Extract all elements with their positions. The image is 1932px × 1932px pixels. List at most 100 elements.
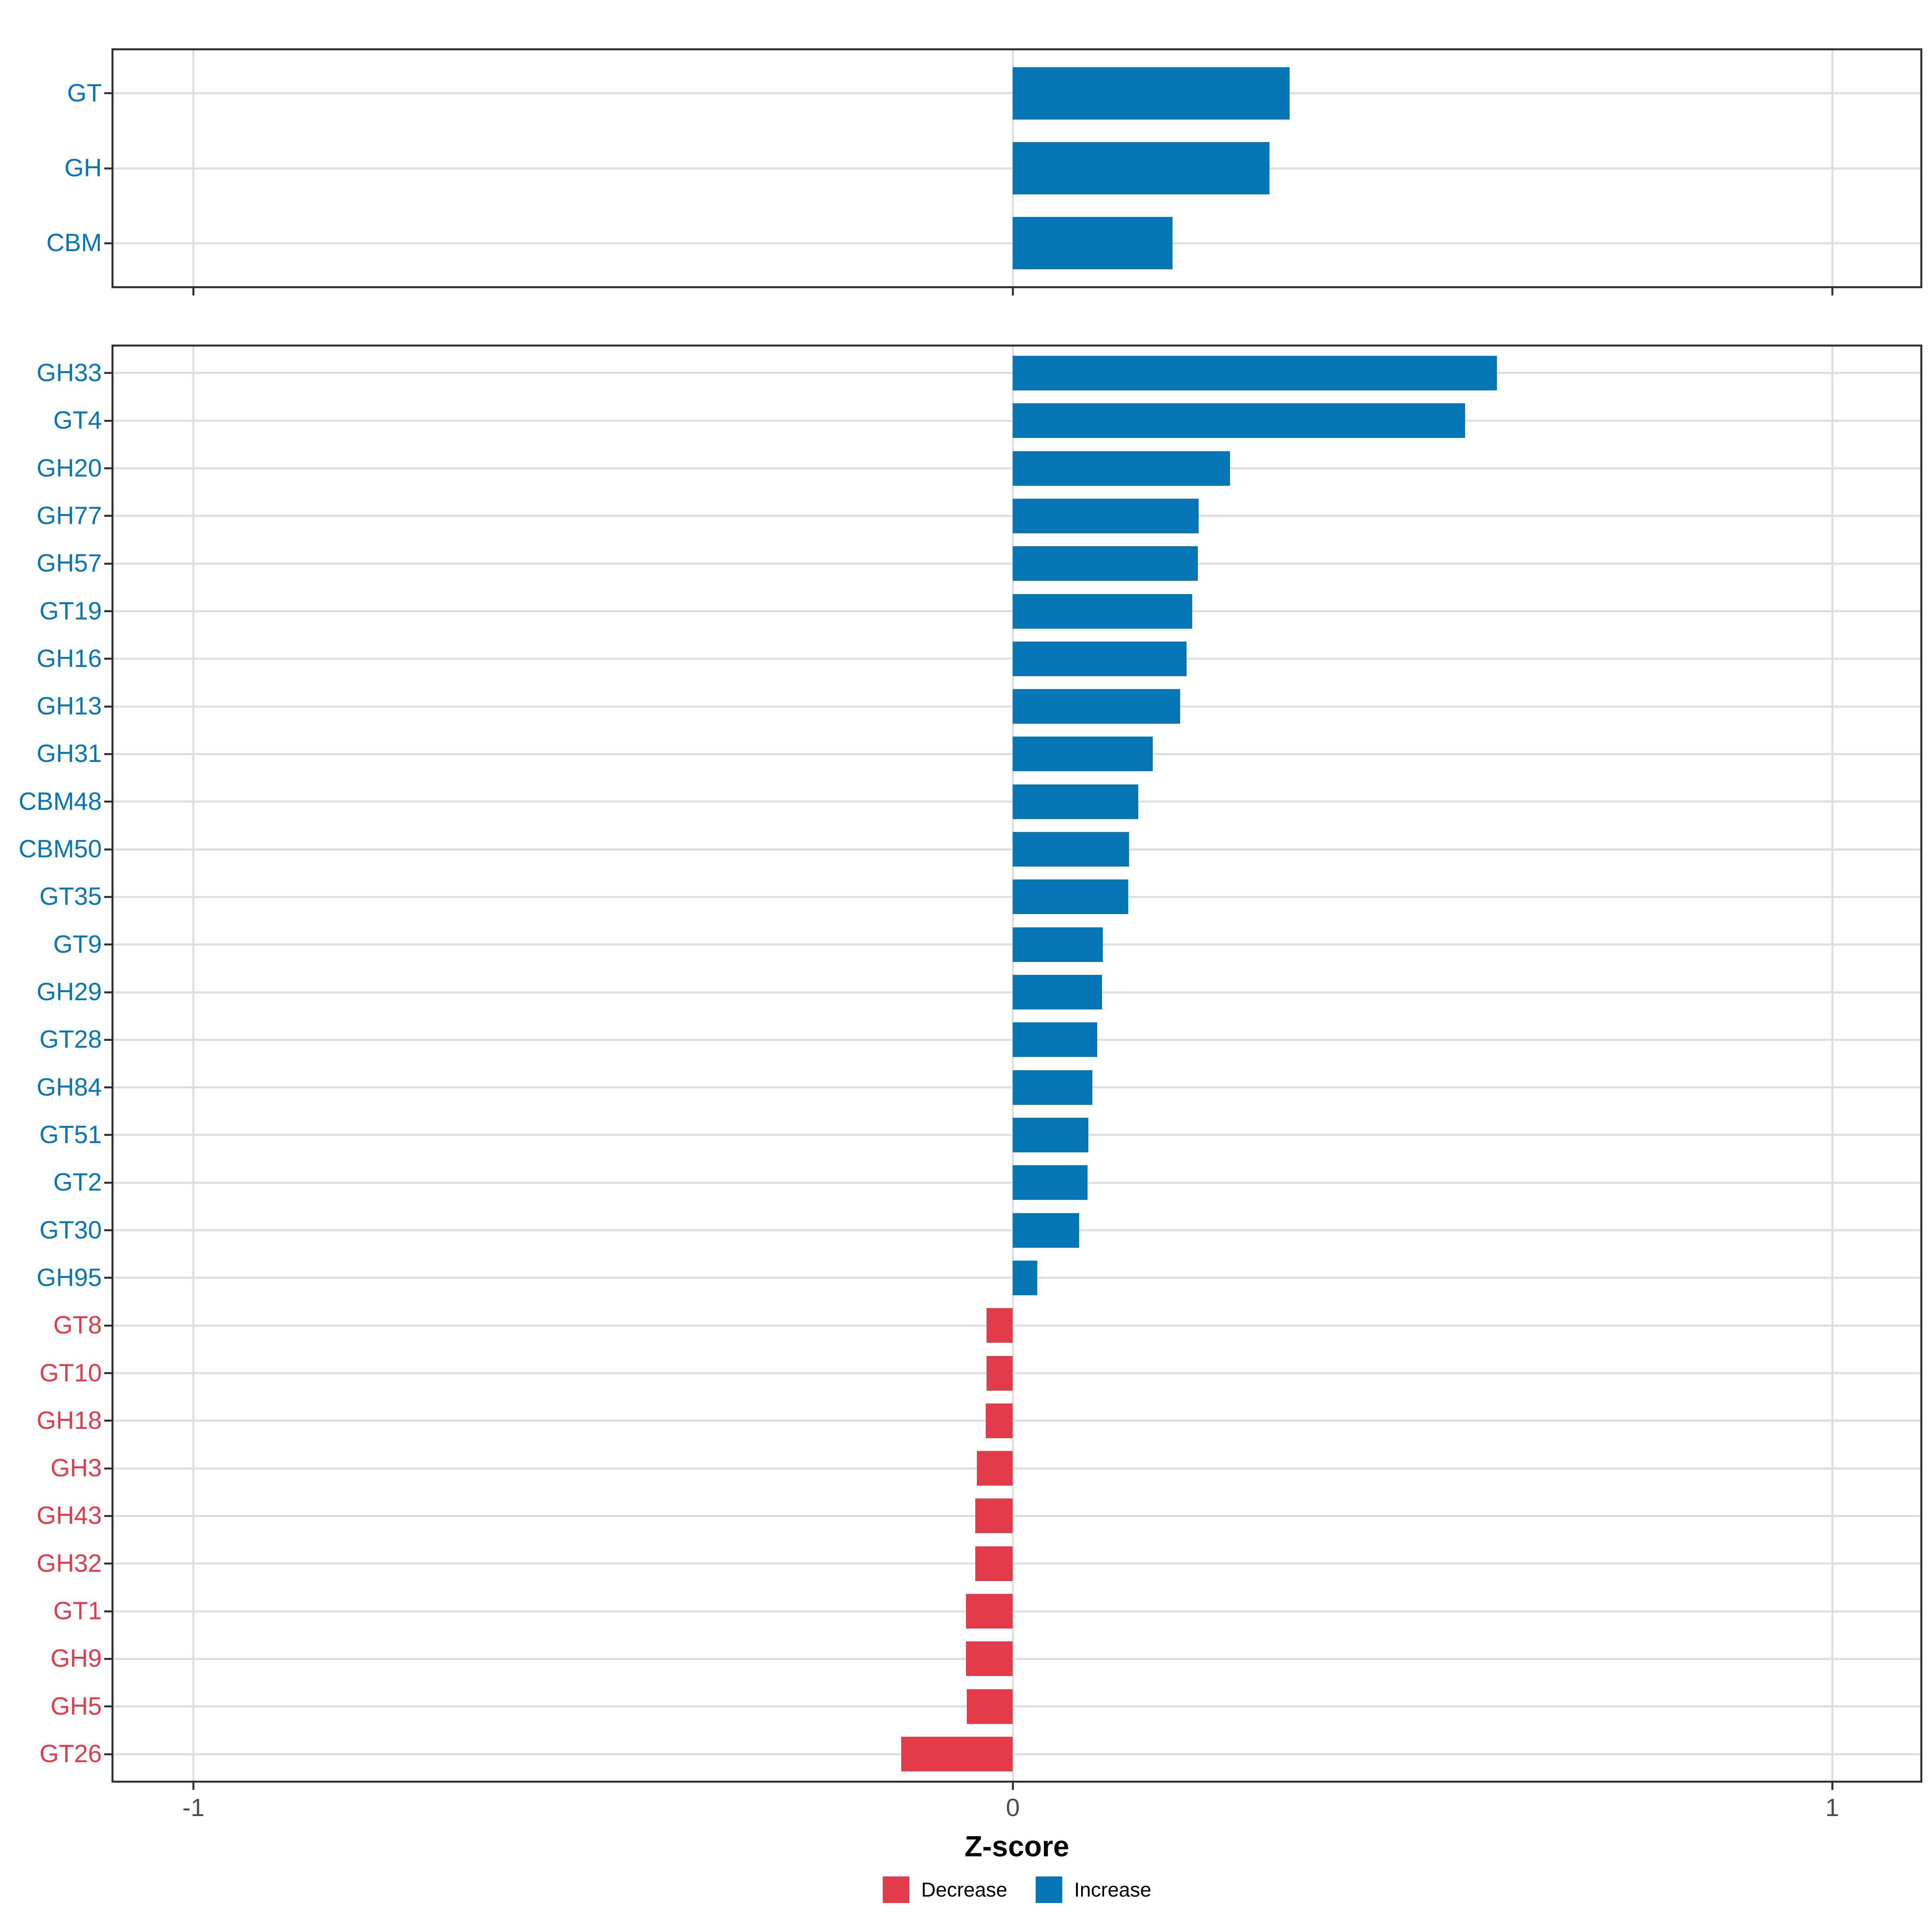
x-axis-tick — [1011, 288, 1014, 295]
category-label-GH: GH — [64, 154, 102, 182]
category-label-GT: GT — [67, 79, 102, 107]
families-panel: GH33 GT4 GH20 GH77 GH57 GT19 GH16 GH13 GH31 CBM48… — [19, 345, 1922, 1790]
y-axis-tick — [104, 92, 111, 95]
category-label-GT51: GT51 — [39, 1121, 102, 1149]
bar-GH43 — [975, 1499, 1013, 1534]
y-axis-tick — [104, 1657, 111, 1660]
bar-GT30 — [1013, 1213, 1080, 1248]
category-label-GH20: GH20 — [37, 454, 102, 482]
category-label-GH5: GH5 — [50, 1692, 102, 1720]
bar-GH5 — [967, 1689, 1013, 1724]
category-label-GH3: GH3 — [50, 1454, 102, 1482]
bar-GH3 — [976, 1451, 1013, 1486]
legend-item-decrease: Decrease — [882, 1876, 1007, 1903]
category-label-GT35: GT35 — [39, 883, 102, 911]
bar-GT19 — [1013, 594, 1193, 629]
category-label-GH13: GH13 — [37, 692, 102, 720]
grid-vline — [1011, 345, 1014, 1783]
row-gridline — [111, 1753, 1922, 1755]
x-axis-tick — [192, 1783, 195, 1790]
category-label-GT10: GT10 — [39, 1359, 102, 1387]
bar-GH57 — [1013, 546, 1198, 581]
class-summary-panel: GT GH CBM — [46, 48, 1922, 295]
legend-item-increase: Increase — [1035, 1876, 1152, 1903]
bar-GH20 — [1013, 451, 1230, 486]
category-label-GT30: GT30 — [39, 1216, 102, 1244]
bar-GH9 — [966, 1641, 1013, 1676]
legend-swatch-decrease — [882, 1876, 909, 1903]
grid-vline — [1831, 345, 1833, 1783]
bar-GH16 — [1013, 641, 1187, 676]
bar-GT26 — [901, 1737, 1013, 1771]
category-label-GH9: GH9 — [50, 1645, 102, 1673]
y-axis-tick — [104, 467, 111, 470]
y-axis-tick — [104, 1277, 111, 1279]
row-gridline — [111, 1515, 1922, 1517]
bar-CBM50 — [1013, 832, 1129, 867]
y-axis-tick — [104, 1038, 111, 1041]
bar-GH — [1013, 142, 1269, 194]
x-axis-tick — [1831, 1783, 1833, 1790]
bar-GH84 — [1013, 1070, 1092, 1105]
x-tick-label--1: -1 — [182, 1794, 205, 1822]
bar-GH32 — [975, 1546, 1013, 1581]
y-axis-tick — [104, 1324, 111, 1327]
row-gridline — [111, 1705, 1922, 1708]
y-axis-tick — [104, 943, 111, 946]
y-axis-tick — [104, 1229, 111, 1232]
x-tick-label-1: 1 — [1825, 1794, 1839, 1822]
row-gridline — [111, 1372, 1922, 1375]
row-gridline — [111, 1563, 1922, 1565]
y-axis-tick — [104, 242, 111, 244]
y-axis-tick — [104, 1181, 111, 1184]
y-axis-tick — [104, 1420, 111, 1422]
y-axis-tick — [104, 1467, 111, 1470]
y-axis-tick — [104, 896, 111, 898]
bar-GH33 — [1013, 355, 1497, 390]
category-label-GT8: GT8 — [53, 1311, 102, 1340]
row-gridline — [111, 1467, 1922, 1470]
category-label-GH57: GH57 — [37, 549, 102, 578]
category-label-GH18: GH18 — [37, 1406, 102, 1435]
category-label-CBM48: CBM48 — [19, 787, 102, 815]
row-gridline — [111, 1610, 1922, 1612]
y-axis-tick — [104, 372, 111, 374]
y-axis-tick — [104, 1563, 111, 1565]
category-label-GH16: GH16 — [37, 644, 102, 673]
bar-GT4 — [1013, 403, 1466, 438]
category-label-GT19: GT19 — [39, 597, 102, 625]
category-label-CBM: CBM — [46, 229, 102, 257]
y-axis-tick — [104, 705, 111, 708]
x-axis-tick — [1831, 288, 1833, 295]
y-axis-tick — [104, 1372, 111, 1375]
legend: Decrease Increase — [882, 1876, 1152, 1903]
category-label-GT2: GT2 — [53, 1168, 102, 1197]
y-axis-tick — [104, 848, 111, 850]
bar-GT9 — [1013, 927, 1103, 962]
category-label-GT4: GT4 — [53, 407, 102, 435]
bar-GT28 — [1013, 1022, 1097, 1057]
y-axis-tick — [104, 562, 111, 565]
category-label-GH95: GH95 — [37, 1263, 102, 1292]
y-axis-tick — [104, 515, 111, 517]
legend-label-increase: Increase — [1074, 1878, 1152, 1901]
bar-GH77 — [1013, 498, 1199, 533]
row-gridline — [111, 1657, 1922, 1660]
bar-CBM — [1013, 217, 1173, 270]
category-label-GH43: GH43 — [37, 1502, 102, 1530]
row-gridline — [111, 1324, 1922, 1327]
y-axis-tick — [104, 419, 111, 422]
grid-vline — [192, 345, 195, 1783]
bar-CBM48 — [1013, 784, 1138, 819]
category-label-GT1: GT1 — [53, 1597, 102, 1625]
bar-GT10 — [987, 1356, 1013, 1391]
x-axis-tick — [192, 288, 195, 295]
category-label-GH33: GH33 — [37, 359, 102, 387]
y-axis-tick — [104, 1753, 111, 1755]
y-axis-tick — [104, 991, 111, 993]
y-axis-tick — [104, 1610, 111, 1612]
category-label-GT9: GT9 — [53, 930, 102, 958]
bar-GT2 — [1013, 1165, 1088, 1200]
y-axis-tick — [104, 610, 111, 613]
y-axis-tick — [104, 167, 111, 169]
